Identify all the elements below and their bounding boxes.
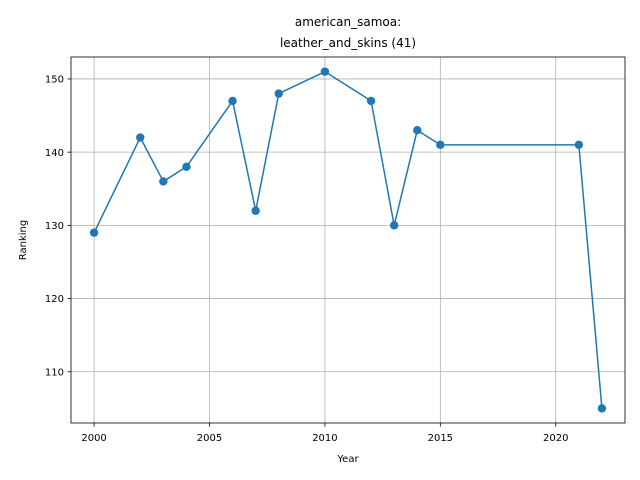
data-point — [597, 404, 607, 413]
y-tick-label: 140 — [45, 148, 64, 159]
y-tick-label: 150 — [45, 75, 64, 86]
x-tick-label: 2020 — [543, 433, 568, 444]
data-point — [389, 221, 399, 230]
y-tick-label: 110 — [45, 367, 64, 378]
grid-lines — [71, 57, 625, 423]
data-point — [136, 133, 145, 142]
y-axis-ticks: 110 120 130 140 150 — [45, 75, 71, 378]
data-point — [251, 206, 260, 215]
chart-title-line-1: american_samoa: — [295, 15, 401, 29]
chart-title-line-2: leather_and_skins (41) — [280, 36, 416, 50]
series-layer — [89, 67, 607, 413]
data-point — [413, 126, 422, 135]
x-tick-label: 2010 — [312, 433, 337, 444]
x-tick-label: 2015 — [428, 433, 453, 444]
data-point — [228, 96, 237, 106]
data-point — [366, 96, 376, 106]
data-point — [274, 89, 283, 98]
data-point — [436, 140, 445, 150]
data-point — [89, 228, 99, 237]
y-tick-label: 130 — [45, 221, 64, 232]
x-axis-label: Year — [336, 454, 359, 465]
data-point — [159, 177, 168, 186]
data-point — [182, 162, 191, 171]
data-point — [574, 140, 584, 150]
x-axis-ticks: 2000 2005 2010 2015 2020 — [81, 423, 568, 444]
x-tick-label: 2000 — [81, 433, 106, 444]
plot-frame — [70, 56, 626, 424]
data-point — [320, 67, 330, 76]
x-tick-label: 2005 — [197, 433, 222, 444]
y-tick-label: 120 — [45, 294, 64, 305]
y-axis-label: Ranking — [18, 220, 29, 260]
series-line — [93, 70, 603, 409]
